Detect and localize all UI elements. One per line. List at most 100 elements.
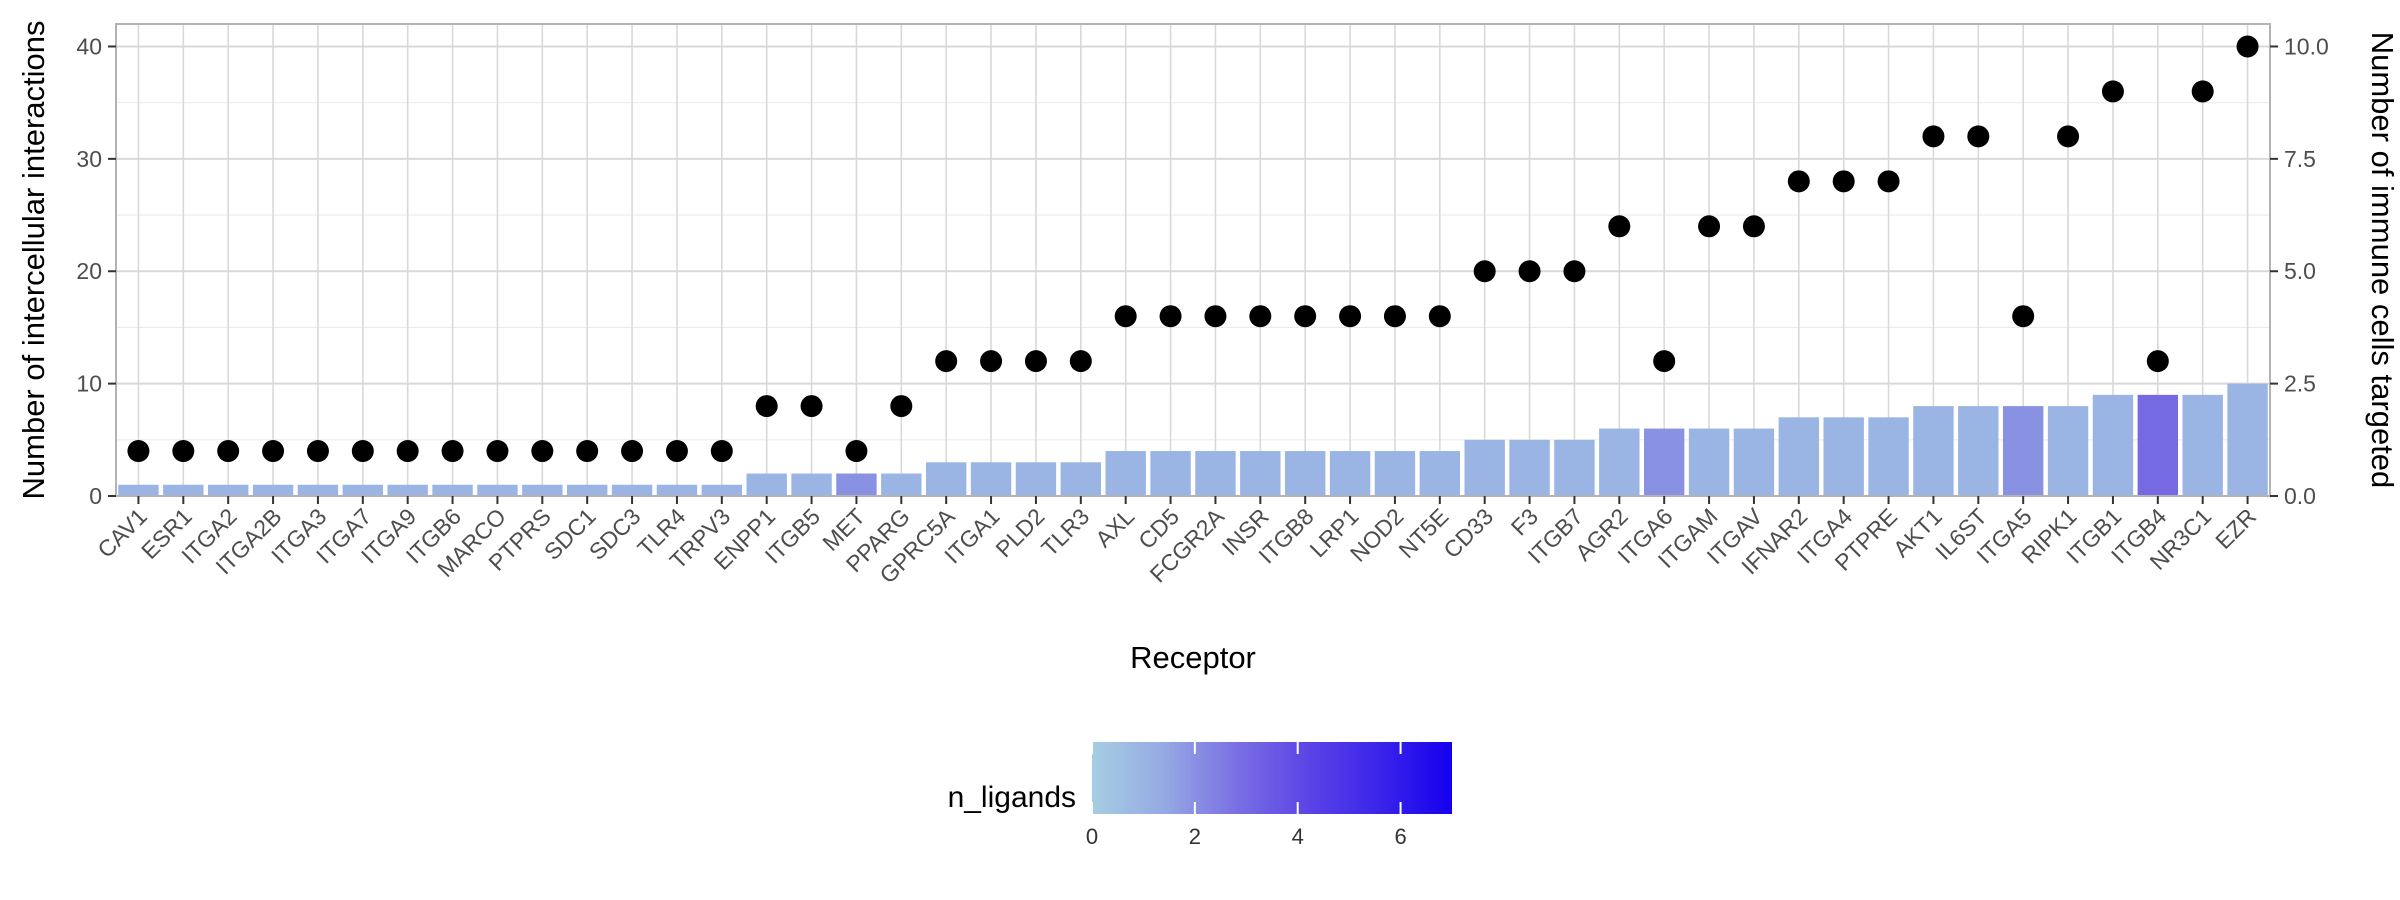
bar	[297, 484, 339, 496]
y-tick-label: 10	[76, 371, 102, 397]
point	[890, 395, 913, 418]
point	[665, 440, 688, 463]
bar	[163, 484, 204, 496]
bar	[522, 484, 563, 496]
bar	[2002, 406, 2044, 496]
point	[1159, 305, 1182, 328]
bar	[656, 484, 698, 496]
point	[1473, 260, 1496, 283]
bar	[1105, 451, 1146, 496]
bar	[1464, 439, 1505, 496]
point	[2057, 125, 2080, 148]
x-tick-label: SDC3	[584, 503, 646, 565]
bar	[881, 473, 922, 496]
point	[621, 440, 644, 463]
legend-tick-label: 2	[1189, 824, 1201, 849]
x-tick-label: EZR	[2210, 503, 2261, 554]
bar	[1015, 462, 1057, 496]
point	[710, 440, 733, 463]
bar	[2137, 394, 2179, 496]
point	[262, 440, 285, 463]
point	[486, 440, 509, 463]
bar	[387, 484, 428, 496]
bar	[2092, 394, 2134, 496]
y-tick-label: 30	[76, 146, 102, 172]
bar	[1284, 451, 1326, 496]
point	[217, 440, 240, 463]
point	[1742, 215, 1765, 238]
point	[351, 440, 374, 463]
bar	[1688, 428, 1730, 496]
point	[1249, 305, 1272, 328]
bar	[207, 484, 249, 496]
bar	[1643, 428, 1685, 496]
bar	[252, 484, 294, 496]
point	[2191, 80, 2214, 103]
bar	[836, 473, 877, 496]
point	[1294, 305, 1317, 328]
y-axis-right: 0.0 2.5 5.0 7.5 10.0	[2270, 33, 2329, 509]
y2-tick-label: 7.5	[2284, 146, 2316, 172]
bar	[1868, 417, 1909, 496]
bar	[118, 484, 159, 496]
x-tick-label: PLD2	[990, 503, 1049, 562]
point	[576, 440, 599, 463]
y-tick-label: 40	[76, 33, 102, 59]
bar	[791, 473, 832, 496]
point	[1518, 260, 1541, 283]
legend-tick-label: 6	[1394, 824, 1406, 849]
y2-tick-label: 10.0	[2284, 33, 2329, 59]
point	[1877, 170, 1900, 193]
legend: n_ligands 0 2 4 6	[948, 742, 1452, 849]
y-axis-title: Number of intercellular interactions	[16, 21, 51, 500]
bar	[611, 484, 653, 496]
bar	[970, 462, 1012, 496]
point	[441, 440, 464, 463]
point	[2146, 350, 2169, 373]
point	[127, 440, 150, 463]
point	[845, 440, 868, 463]
point	[1563, 260, 1586, 283]
point	[800, 395, 823, 418]
x-tick-label: TLR3	[1036, 503, 1094, 561]
bar	[1060, 462, 1102, 496]
point	[172, 440, 195, 463]
point	[1698, 215, 1721, 238]
point	[1922, 125, 1945, 148]
bar	[925, 462, 967, 496]
point	[1339, 305, 1362, 328]
bar	[2047, 406, 2089, 496]
point	[1069, 350, 1092, 373]
y-axis-left: 0 10 20 30 40	[76, 33, 116, 509]
bar	[342, 484, 384, 496]
legend-tick-label: 4	[1292, 824, 1304, 849]
point	[531, 440, 554, 463]
bar	[1913, 406, 1954, 496]
y-tick-label: 20	[76, 258, 102, 284]
point	[1653, 350, 1676, 373]
bar	[1195, 451, 1236, 496]
point	[980, 350, 1003, 373]
point	[306, 440, 329, 463]
points	[127, 35, 2259, 463]
bar	[1733, 428, 1775, 496]
x-tick-label: NT5E	[1393, 503, 1453, 563]
y2-tick-label: 0.0	[2284, 483, 2316, 509]
bar	[1374, 451, 1416, 496]
y2-axis-title: Number of immune cells targeted	[2365, 32, 2400, 489]
point	[935, 350, 958, 373]
bar	[1509, 439, 1550, 496]
point	[1787, 170, 1810, 193]
bar	[1240, 451, 1281, 496]
bar	[1329, 451, 1371, 496]
bar	[1599, 428, 1640, 496]
y2-tick-label: 5.0	[2284, 258, 2316, 284]
y2-tick-label: 2.5	[2284, 371, 2316, 397]
legend-ticks: 0 2 4 6	[1086, 742, 1407, 849]
bar	[477, 484, 518, 496]
bar	[566, 484, 608, 496]
bar	[701, 484, 743, 496]
panel-border	[115, 23, 2271, 497]
bar	[1150, 451, 1191, 496]
legend-tick-label: 0	[1086, 824, 1098, 849]
